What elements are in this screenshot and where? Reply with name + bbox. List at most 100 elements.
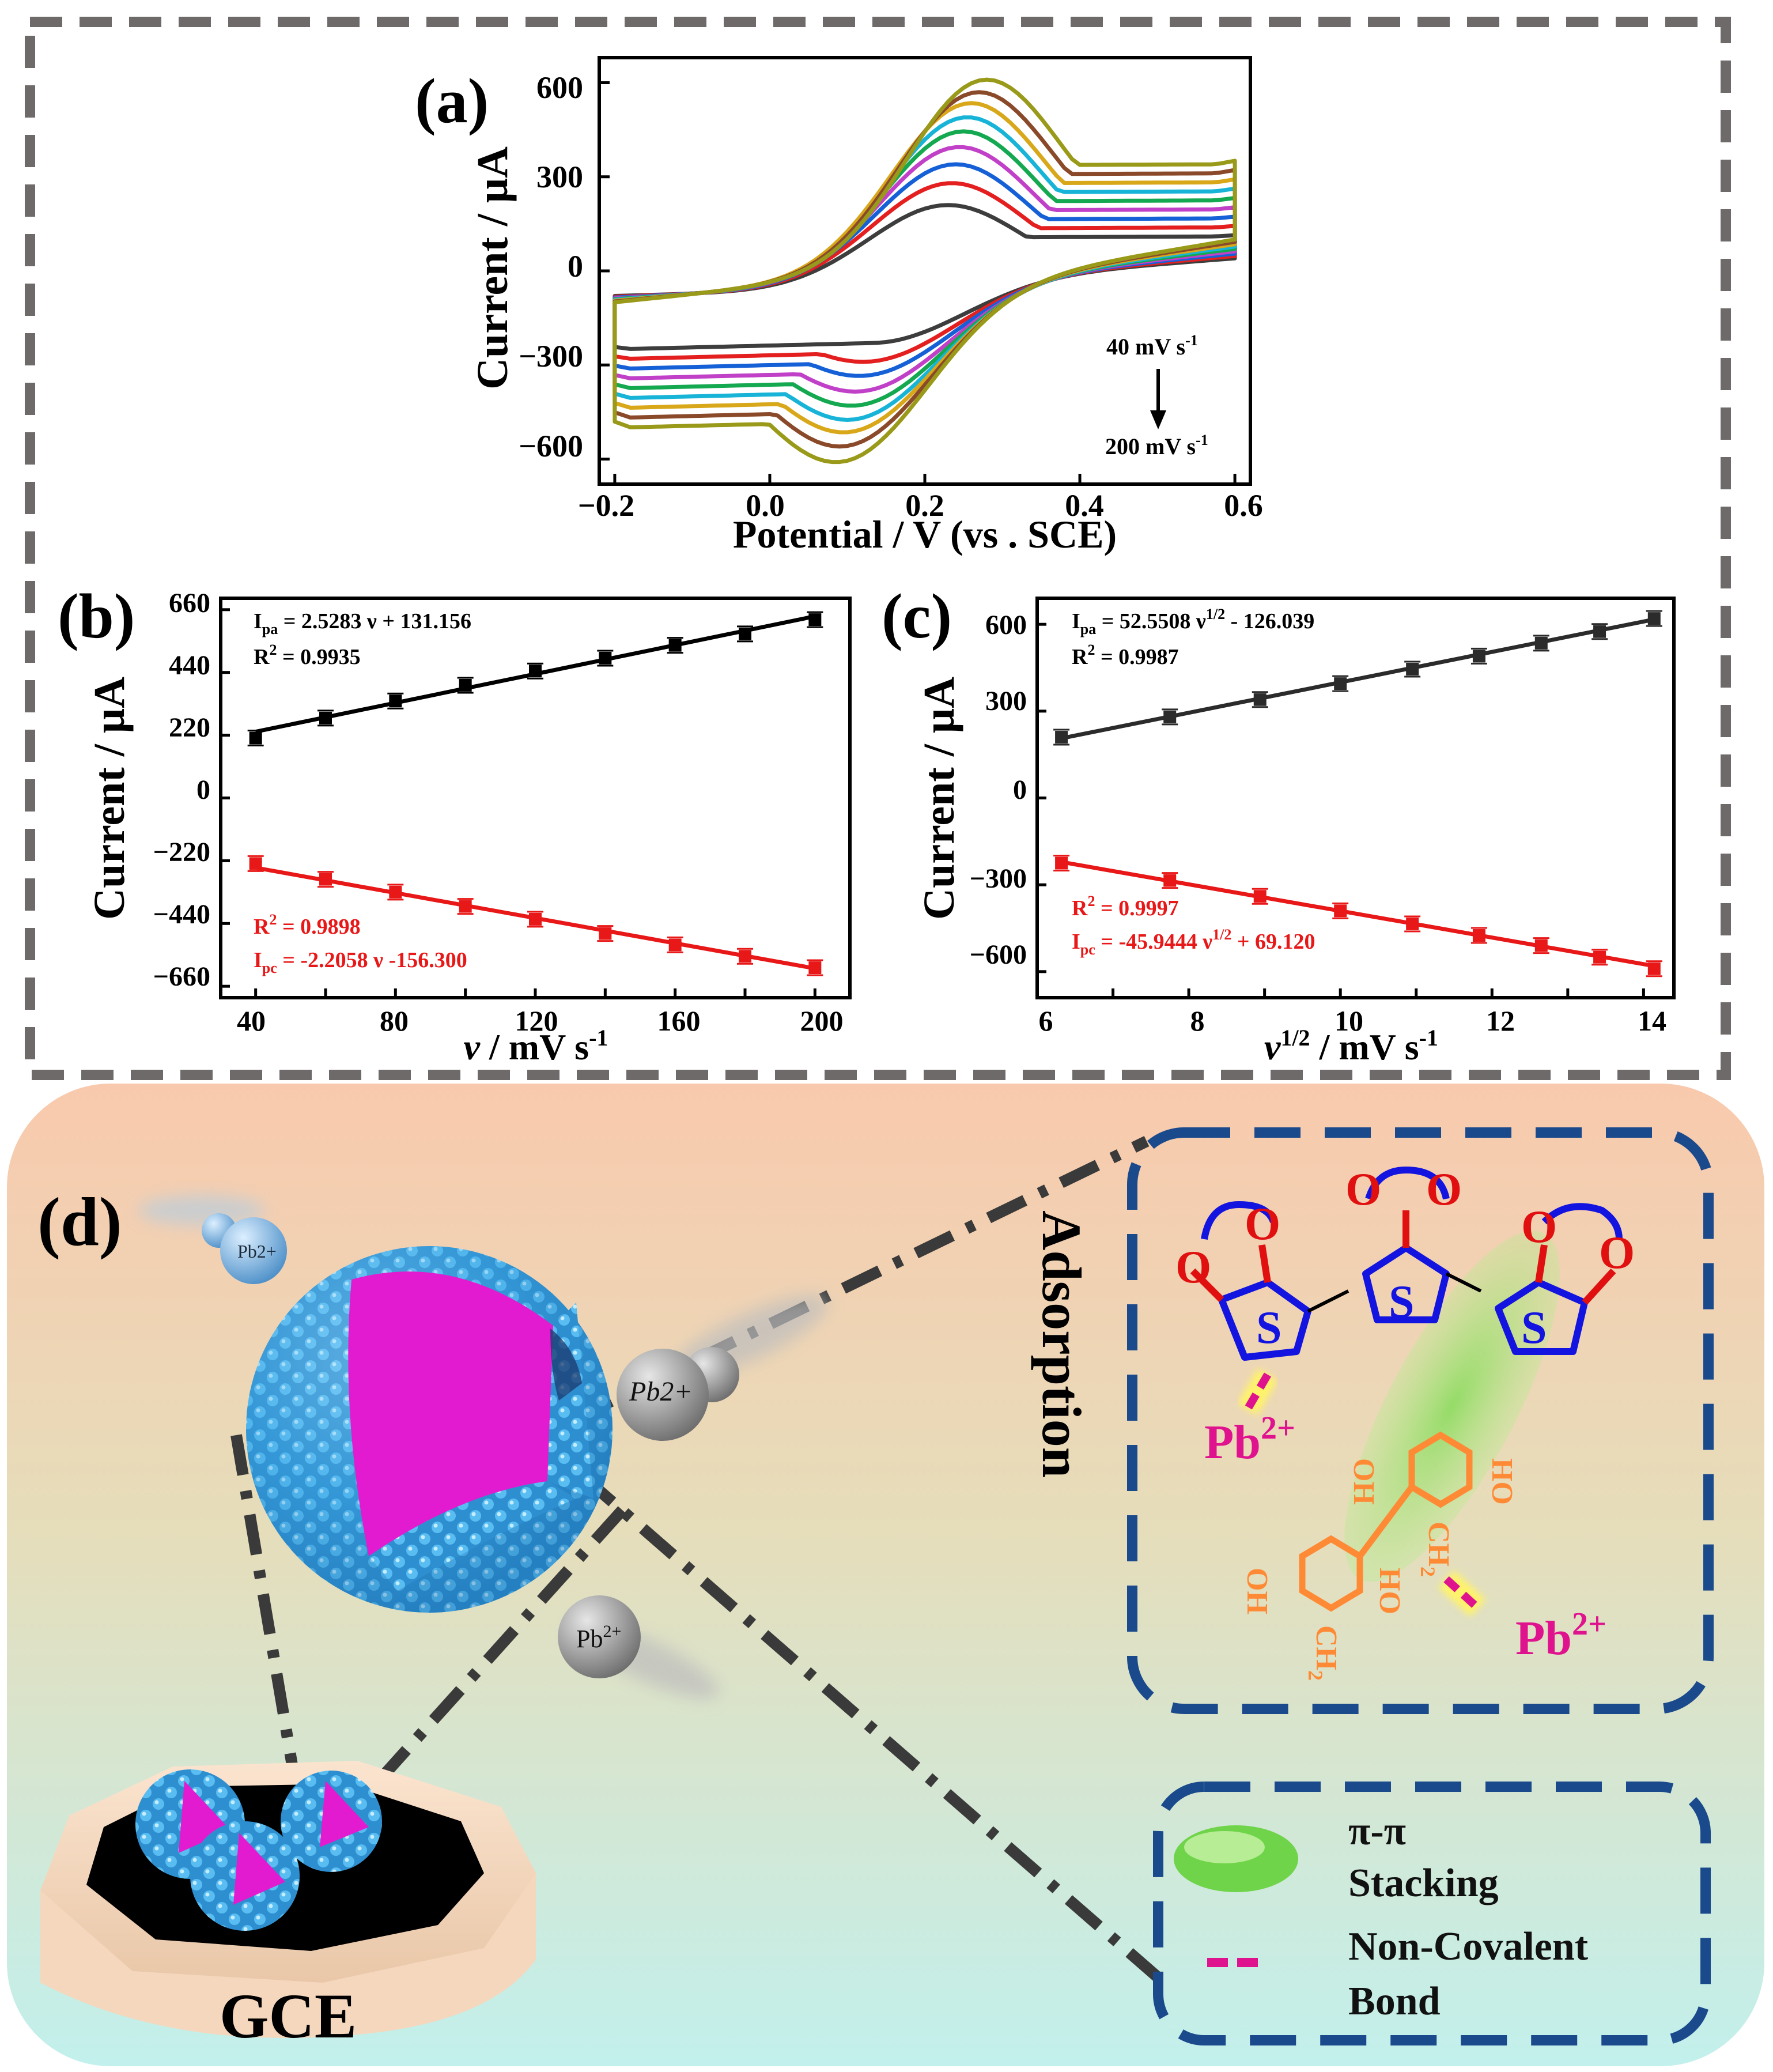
panel-a-yticklabels: 600 300 0 −300 −600 — [519, 70, 583, 463]
atom-o: O — [1426, 1164, 1462, 1215]
c-ytick-neg300: −300 — [970, 863, 1027, 894]
point-Ipc — [668, 938, 682, 952]
b-ytick-220: 220 — [169, 712, 210, 743]
panel-c: (c) 600 300 0 −300 −600 6 8 10 12 14 ν1/… — [882, 581, 1676, 1067]
a-ytick-neg300: −300 — [519, 339, 583, 373]
point-Ipc — [808, 961, 822, 975]
ion-gray-low: Pb2+ — [558, 1595, 719, 1699]
c-ytick-600: 600 — [985, 610, 1027, 640]
resin-oh-upper: OH — [1347, 1458, 1380, 1505]
point-Ipa — [319, 711, 332, 724]
c-xtick-12: 12 — [1486, 1005, 1515, 1037]
point-Ipc — [599, 927, 612, 940]
panel-d-label: (d) — [37, 1183, 122, 1260]
point-Ipa — [389, 695, 402, 708]
gce-label: GCE — [220, 1981, 357, 2051]
point-Ipc — [1253, 890, 1267, 903]
c-r2-anodic: R2 = 0.9987 — [1072, 641, 1179, 669]
point-Ipa — [1472, 650, 1485, 663]
c-xtick-6: 6 — [1039, 1005, 1053, 1037]
panel-b-data — [247, 611, 823, 976]
c-ytick-300: 300 — [985, 686, 1027, 716]
ion-blue-label: Pb2+ — [237, 1241, 277, 1262]
point-Ipc — [319, 873, 332, 886]
point-Ipc — [1534, 939, 1548, 952]
cv-curve-60-mV-s-1 — [613, 181, 1237, 364]
b-ytick-neg220: −220 — [153, 837, 210, 867]
panel-d: (d) Pb2+ Pb2+ Pb2+ — [7, 1084, 1764, 2066]
panel-a-xticklabels: −0.2 0.0 0.2 0.4 0.6 — [578, 488, 1263, 523]
point-Ipc — [1163, 874, 1177, 887]
b-ytick-neg440: −440 — [153, 899, 210, 930]
a-ytick-0: 0 — [568, 249, 583, 284]
atom-o: O — [1245, 1199, 1280, 1250]
point-Ipa — [249, 731, 262, 745]
a-ytick-600: 600 — [536, 70, 583, 105]
a-xtick-0.2: 0.2 — [905, 488, 944, 523]
atom-o: O — [1521, 1202, 1557, 1252]
legend-pi: π-π — [1348, 1809, 1406, 1854]
c-r2-cathodic: R2 = 0.9997 — [1072, 893, 1179, 920]
point-Ipa — [1647, 612, 1661, 625]
point-Ipc — [1334, 904, 1347, 918]
legend-text: π-π Stacking Non-Covalent Bond — [1348, 1809, 1588, 2024]
b-xtick-200: 200 — [800, 1005, 844, 1037]
point-Ipa — [1334, 677, 1347, 690]
c-eq-anodic: Ipa = 52.5508 ν1/2 - 126.039 — [1072, 606, 1314, 637]
panel-c-ylabel: Current / μA — [915, 677, 963, 920]
ion-gray-right-label: Pb2+ — [629, 1376, 693, 1407]
point-Ipa — [739, 627, 751, 640]
point-Ipa — [599, 651, 612, 665]
panel-b: (b) 660 440 220 0 −220 −440 −660 40 80 1… — [58, 581, 852, 1067]
b-eq-anodic: Ipa = 2.5283 ν + 131.156 — [254, 609, 471, 637]
cv-curve-40-mV-s-1 — [613, 203, 1237, 351]
point-Ipa — [1534, 636, 1548, 650]
point-Ipa — [1593, 625, 1606, 638]
panel-a-ylabel: Current / μA — [468, 146, 517, 390]
point-Ipc — [1593, 950, 1606, 964]
bond-markers — [1237, 1368, 1486, 1617]
a-ytick-neg600: −600 — [519, 429, 583, 463]
point-Ipc — [249, 857, 262, 870]
point-Ipa — [1253, 693, 1267, 706]
a-xtick-neg0.2: −0.2 — [578, 488, 634, 523]
fit-line-Ipc — [1061, 860, 1655, 968]
legend-stacking: Stacking — [1348, 1861, 1499, 1905]
legend-box — [1153, 1782, 1711, 2045]
panel-b-xlabel: ν / mV s-1 — [464, 1025, 608, 1067]
panel-c-xlabel: ν1/2 / mV s-1 — [1264, 1025, 1438, 1067]
resin-ho-upper: HO — [1485, 1458, 1518, 1505]
b-ytick-0: 0 — [196, 775, 210, 805]
b-ytick-neg660: −660 — [153, 961, 210, 992]
panel-c-data — [1053, 610, 1662, 977]
point-Ipc — [1472, 929, 1485, 942]
resin-ch2-upper: CH2 — [1416, 1522, 1455, 1577]
panel-b-xticklabels: 40 80 120 160 200 — [237, 1005, 844, 1037]
point-Ipc — [1055, 856, 1068, 870]
panel-c-yticklabels: 600 300 0 −300 −600 — [970, 610, 1027, 970]
panel-a-label: (a) — [415, 66, 489, 136]
panel-b-yticklabels: 660 440 220 0 −220 −440 −660 — [153, 588, 210, 992]
adsorption-label-group: Adsorption — [1031, 1210, 1092, 1478]
atom-s: S — [1389, 1277, 1415, 1327]
a-xtick-0.0: 0.0 — [746, 488, 785, 523]
mechanism-legend: π-π Stacking Non-Covalent Bond — [1153, 1782, 1711, 2045]
mechanism-box — [1127, 1127, 1714, 1714]
point-Ipc — [529, 912, 542, 926]
point-Ipa — [808, 613, 822, 626]
point-Ipc — [459, 900, 472, 913]
electrode-nanospheres — [135, 1769, 382, 1931]
thiophene-trimer — [1190, 1167, 1623, 1361]
b-xtick-160: 160 — [657, 1005, 701, 1037]
point-Ipc — [739, 950, 751, 963]
scan-rate-arrowhead — [1150, 410, 1166, 429]
atom-s: S — [1256, 1303, 1282, 1353]
gce-electrode: GCE — [40, 1761, 536, 2051]
panel-a: (a) 600 300 0 −300 −600 −0.2 0.0 0.2 0.4… — [415, 56, 1263, 556]
adsorption-label: Adsorption — [1031, 1210, 1092, 1478]
b-xtick-80: 80 — [380, 1005, 409, 1037]
a-ytick-300: 300 — [536, 160, 583, 194]
c-ytick-neg600: −600 — [970, 939, 1027, 970]
b-xtick-40: 40 — [237, 1005, 266, 1037]
resin-ho-lower: HO — [1373, 1568, 1406, 1614]
